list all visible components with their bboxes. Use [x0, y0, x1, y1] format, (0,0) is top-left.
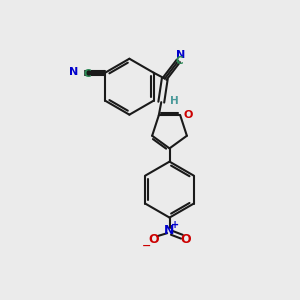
Text: N: N	[69, 67, 79, 76]
Text: O: O	[180, 232, 191, 246]
Text: C: C	[84, 69, 91, 79]
Text: O: O	[148, 232, 159, 246]
Text: +: +	[171, 220, 179, 230]
Text: N: N	[164, 224, 175, 237]
Text: H: H	[169, 96, 178, 106]
Text: C: C	[175, 56, 183, 66]
Text: O: O	[184, 110, 193, 120]
Text: N: N	[176, 50, 185, 60]
Text: −: −	[142, 241, 152, 250]
